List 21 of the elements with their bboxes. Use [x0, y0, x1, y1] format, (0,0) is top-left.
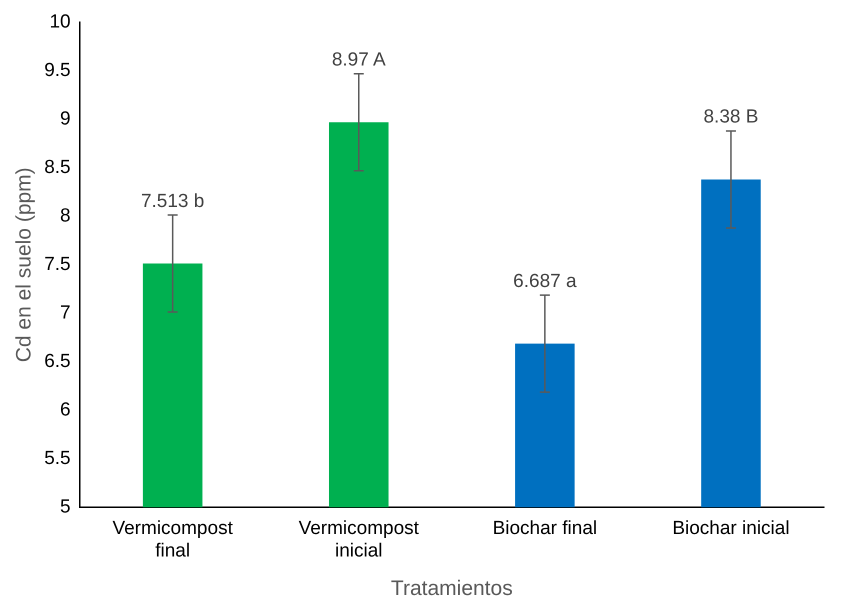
- y-tick-label: 7.5: [44, 254, 71, 276]
- y-tick-label: 6.5: [44, 350, 71, 372]
- x-tick-label: Biochar final: [492, 518, 598, 539]
- y-tick-label: 8.5: [44, 157, 71, 178]
- y-tick-label: 9.5: [44, 60, 71, 82]
- x-tick-label: Biochar inicial: [672, 518, 790, 539]
- y-axis-title: Cd en el suelo (ppm): [12, 167, 36, 362]
- y-tick-label: 5: [60, 496, 71, 518]
- y-tick-label: 5.5: [44, 448, 71, 469]
- y-tick-label: 7: [60, 302, 71, 324]
- y-tick-label: 10: [49, 12, 71, 33]
- x-tick-label: Vermicompost final: [112, 518, 234, 562]
- y-tick-label: 9: [60, 108, 71, 130]
- data-label: 8.38 B: [703, 106, 758, 128]
- y-tick-label: 8: [60, 206, 71, 227]
- data-label: 8.97 A: [332, 50, 386, 71]
- y-tick-label: 6: [60, 399, 71, 420]
- x-axis-title: Tratamientos: [390, 577, 513, 600]
- data-label: 6.687 a: [513, 270, 577, 292]
- data-label: 7.513 b: [140, 190, 204, 212]
- x-tick-label: Vermicompost inicial: [298, 518, 420, 562]
